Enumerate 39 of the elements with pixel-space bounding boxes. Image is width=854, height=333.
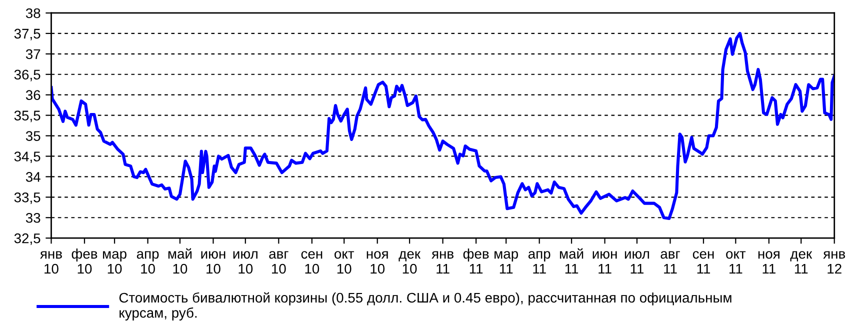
y-tick-label: 35,5 [14,110,40,122]
y-tick-label: 33 [26,212,40,223]
y-tick-label: 37,5 [14,28,40,40]
y-tick-label: 33,5 [14,192,40,204]
x-tick-label: мар 10 [103,251,126,274]
y-tick-label: 37 [26,49,40,60]
x-tick-label: ноя 10 [366,251,388,274]
y-tick-label: 34,5 [14,152,40,164]
x-tick-label: май 11 [560,248,584,274]
x-tick-label: окт 10 [334,251,354,274]
x-tick-label: мар 11 [494,251,518,274]
x-tick-label: дек 11 [790,251,812,274]
x-tick-label: ноя 11 [758,251,780,274]
x-tick-label: авг 11 [660,251,680,274]
y-tick-label: 32,5 [14,233,40,245]
x-tick-label: июл 10 [233,251,258,274]
x-tick-label: авг 10 [269,251,288,274]
x-tick-label: окт 11 [726,251,746,274]
y-tick-label: 34 [26,172,40,182]
x-tick-label: фев 10 [72,248,98,274]
x-tick-label: июн 10 [201,251,226,274]
x-tick-label: апр 10 [136,251,159,274]
x-tick-label: июл 11 [624,251,649,274]
x-tick-label: апр 11 [528,251,550,274]
y-tick-label: 36,5 [14,70,40,82]
x-tick-label: сен 11 [692,251,714,274]
x-tick-label: июн 11 [592,251,617,274]
x-tick-label: янв 12 [823,251,846,274]
legend-label: Стоимость бивалютной корзины (0.55 долл. США и 0.45 евро), рассчитанная по официальным курсам, руб. [119,292,732,320]
y-tick-label: 35 [26,131,40,141]
x-tick-label: сен 10 [301,251,322,274]
y-tick-label: 36 [26,90,40,100]
line-series [51,32,834,220]
x-tick-label: янв 10 [40,251,62,274]
x-tick-label: янв 11 [432,251,454,274]
y-tick-label: 38 [26,8,40,18]
x-tick-label: дек 10 [398,251,421,274]
x-tick-label: фев 11 [463,248,489,274]
x-tick-label: май 10 [168,248,192,274]
